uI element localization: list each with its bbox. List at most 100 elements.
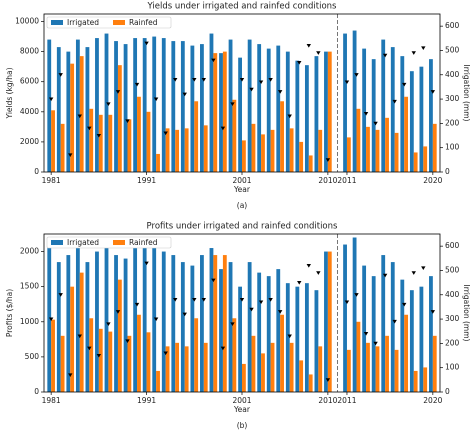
bar	[346, 349, 351, 392]
irrigation-marker	[421, 46, 426, 51]
irrigation-marker	[325, 378, 331, 382]
irrigation-marker	[87, 126, 92, 131]
bar	[318, 129, 323, 172]
bar	[70, 286, 75, 392]
bar	[247, 39, 252, 173]
irrigation-marker	[239, 298, 245, 302]
bar	[123, 44, 128, 172]
irrigation-marker	[144, 41, 149, 46]
bar	[394, 132, 399, 172]
irrigation-marker	[373, 121, 378, 126]
bar	[127, 119, 132, 172]
y-tick-label: 6000	[20, 77, 39, 86]
irrigation-marker	[382, 273, 388, 278]
bar	[194, 101, 199, 172]
bar	[400, 56, 405, 173]
irrigation-marker	[173, 298, 178, 302]
y-tick-label: 1500	[20, 282, 39, 291]
plot-frame	[43, 13, 441, 173]
bar	[251, 123, 256, 172]
x-tick-label: 2010	[318, 396, 337, 405]
x-tick-label: 2001	[232, 396, 251, 405]
bar	[366, 342, 370, 392]
bar	[232, 99, 237, 172]
y2-tick-label: 100	[445, 143, 460, 152]
bar	[432, 335, 437, 392]
irrigation-marker	[201, 78, 207, 82]
bar	[352, 30, 357, 172]
y2-tick-label: 400	[445, 70, 460, 79]
bar	[79, 56, 84, 173]
bar	[190, 45, 195, 172]
bar	[180, 41, 185, 173]
bar	[429, 59, 433, 173]
x-axis-label: Year	[233, 185, 251, 194]
bar	[276, 45, 281, 172]
bar	[266, 48, 271, 172]
bar	[219, 53, 223, 172]
irrigation-marker	[192, 298, 197, 302]
bar	[89, 108, 94, 172]
y2-tick-label: 200	[445, 118, 460, 127]
irrigation-marker	[173, 78, 178, 82]
bar	[314, 56, 319, 173]
bar	[381, 39, 386, 173]
bar	[419, 286, 424, 392]
bar	[60, 335, 65, 392]
bar	[432, 123, 437, 172]
bar	[213, 53, 218, 172]
bar	[209, 248, 214, 392]
bar	[200, 44, 204, 172]
bar	[343, 33, 347, 172]
bar	[190, 265, 195, 392]
irrigation-marker	[115, 90, 121, 94]
irrigation-marker	[297, 61, 302, 65]
bar	[203, 125, 208, 172]
bar	[304, 283, 309, 392]
irrigation-marker	[344, 300, 350, 305]
bar	[270, 129, 275, 172]
bar	[95, 251, 99, 392]
irrigation-marker	[68, 153, 73, 157]
irrigation-marker	[306, 264, 311, 268]
bar	[289, 342, 294, 392]
irrigation-marker	[182, 312, 187, 317]
bar	[327, 251, 332, 392]
bar	[133, 38, 138, 173]
bar	[228, 39, 233, 173]
bar	[285, 51, 290, 172]
bar	[276, 269, 281, 392]
irrigation-marker	[192, 78, 197, 82]
y2-tick-label: 0	[445, 387, 450, 396]
bar	[385, 117, 389, 172]
bar	[51, 319, 55, 392]
bar	[257, 272, 262, 392]
irrigation-marker	[354, 293, 359, 297]
irrigation-marker	[125, 119, 130, 123]
bar	[280, 314, 284, 392]
bar	[228, 262, 233, 392]
bar	[429, 276, 433, 392]
irrigation-marker	[48, 317, 54, 322]
irrigation-marker	[230, 102, 235, 106]
y2-tick-label: 600	[445, 241, 460, 250]
bar	[98, 114, 103, 172]
bar	[362, 48, 367, 172]
irrigation-marker	[96, 353, 102, 358]
y-tick-label: 8000	[20, 47, 39, 56]
irrigation-marker	[58, 293, 63, 297]
y2-axis-label: Irrigation (mm)	[462, 65, 471, 122]
plot-frame	[43, 233, 441, 393]
bar	[366, 126, 370, 172]
irrigation-marker	[268, 298, 273, 302]
bar	[200, 255, 204, 392]
bar	[85, 262, 90, 392]
irrigation-marker	[48, 97, 54, 102]
irrigation-marker	[421, 266, 426, 271]
bar	[171, 255, 176, 392]
x-tick-label: 2020	[423, 396, 442, 405]
bar	[51, 110, 55, 172]
bar	[295, 286, 300, 392]
legend-label: Irrigated	[67, 238, 99, 247]
bar	[203, 342, 208, 392]
